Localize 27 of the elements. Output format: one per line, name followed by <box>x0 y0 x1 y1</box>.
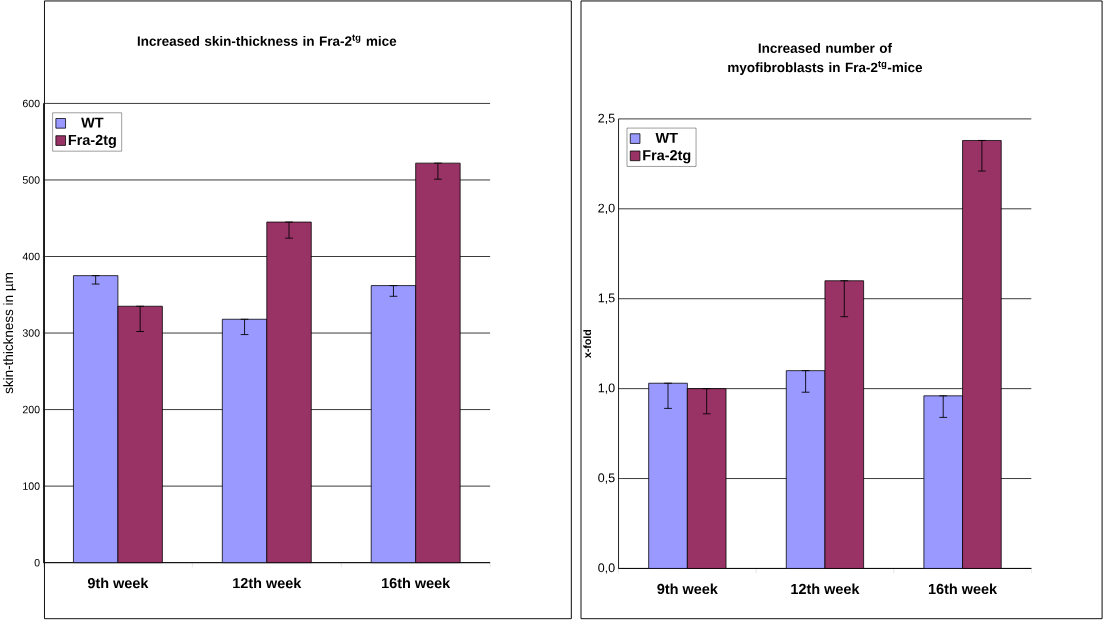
x-tick-label: 16th week <box>382 577 451 589</box>
y-axis-title: skin-thickness in µm <box>3 273 16 394</box>
y-tick-label: 2,0 <box>598 203 615 215</box>
y-axis-title: x-fold <box>583 330 592 359</box>
x-tick-label: 16th week <box>928 583 998 595</box>
y-tick-label: 300 <box>22 329 40 337</box>
y-tick-label: 0,0 <box>598 563 615 574</box>
chart-title: Increased skin-thickness in Fra-2$^{tg}$ mice <box>137 34 397 47</box>
y-tick-label: 1,0 <box>598 383 615 394</box>
x-tick-label: 12th week <box>791 583 860 595</box>
y-tick-label: 100 <box>23 482 40 491</box>
legend-label: Fra-2tg <box>68 134 116 149</box>
chart-title: Increased number of myofibroblasts in Fra-2$^{tg}$-mice <box>728 43 923 76</box>
legend-label: WT <box>655 133 678 144</box>
y-tick-label: 400 <box>22 252 40 261</box>
y-tick-label: 0,5 <box>598 473 615 484</box>
y-tick-label: 1,5 <box>598 293 615 304</box>
y-tick-label: 200 <box>22 405 40 414</box>
x-tick-label: 9th week <box>657 583 718 595</box>
y-tick-label: 2,5 <box>598 113 615 125</box>
y-tick-label: 600 <box>22 99 40 108</box>
legend-label: WT <box>81 117 104 128</box>
x-tick-label: 12th week <box>233 577 302 589</box>
legend-label: Fra-2tg <box>643 150 691 164</box>
x-tick-label: 9th week <box>87 577 149 589</box>
y-tick-label: 0 <box>34 559 40 567</box>
y-tick-label: 500 <box>22 176 40 184</box>
